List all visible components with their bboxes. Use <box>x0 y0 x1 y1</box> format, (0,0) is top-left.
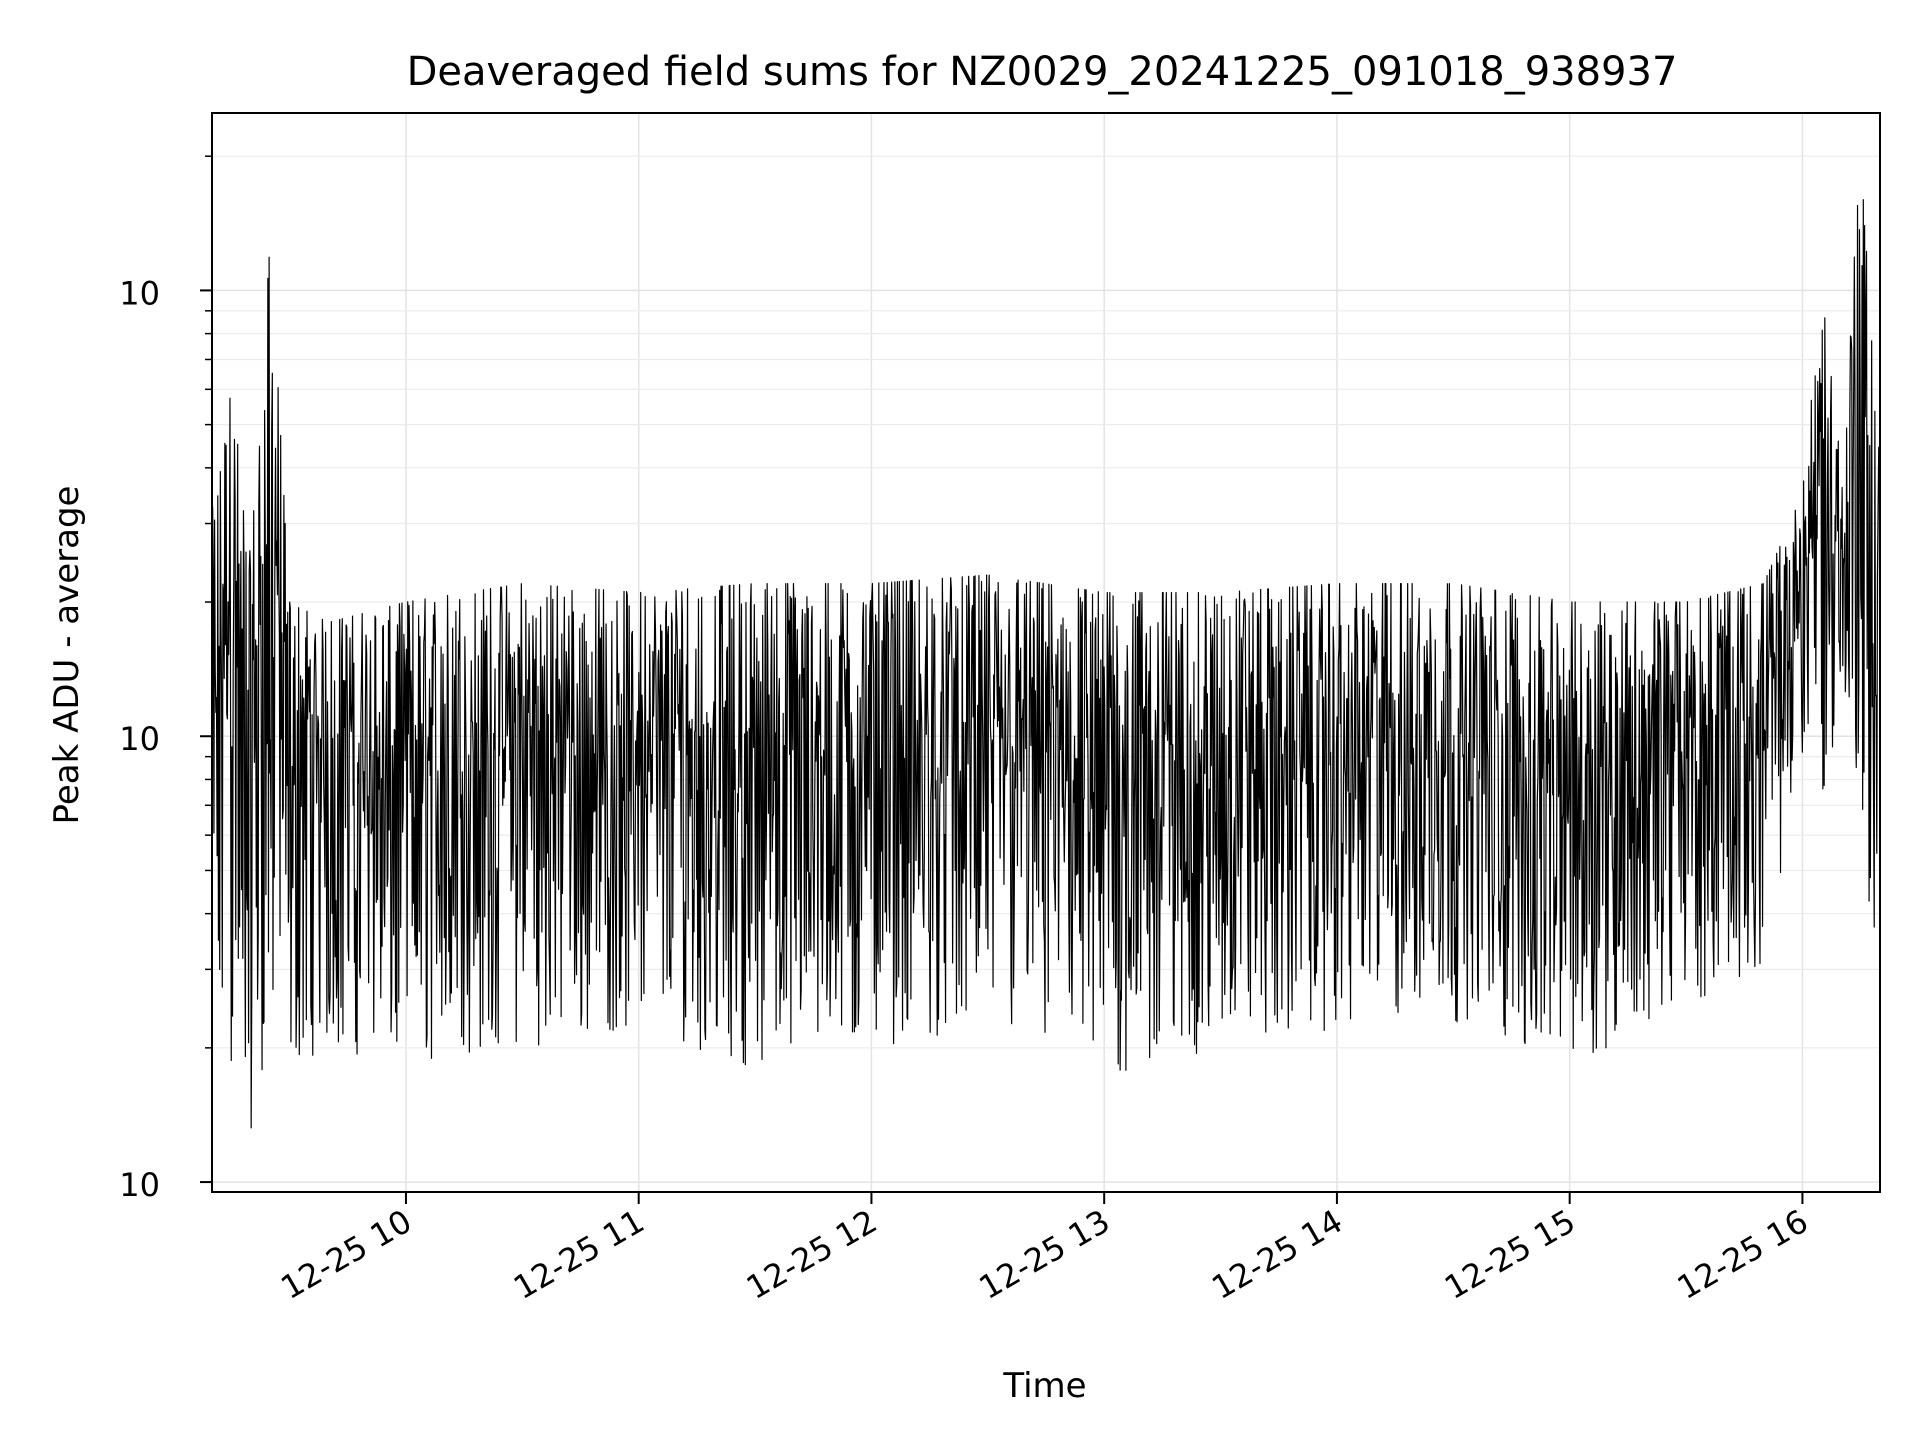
x-tick-label: 12-25 16 <box>1671 1202 1815 1307</box>
x-tick-label: 12-25 15 <box>1438 1202 1582 1307</box>
x-axis-label: Time <box>1002 1366 1086 1406</box>
series-path <box>211 199 1881 1129</box>
y-tick-label: 10 <box>119 274 160 312</box>
y-axis-label: Peak ADU - average <box>47 486 87 825</box>
y-tick-label: 10 <box>119 1166 160 1204</box>
y-axis: 105106107 <box>119 155 212 1204</box>
x-tick-label: 12-25 13 <box>973 1202 1117 1307</box>
x-tick-label: 12-25 11 <box>507 1202 651 1307</box>
x-tick-label: 12-25 12 <box>740 1202 884 1307</box>
x-tick-label: 12-25 14 <box>1205 1202 1349 1307</box>
y-tick-label: 10 <box>119 720 160 758</box>
plot-frame <box>211 112 1881 1193</box>
x-axis: 12-25 10 12-25 11 12-25 12 12-25 13 12-25 14… <box>274 1192 1814 1307</box>
x-tick-label: 12-25 10 <box>274 1202 418 1307</box>
chart-title: Deaveraged field sums for NZ0029_2024122… <box>407 49 1678 95</box>
series-line <box>211 199 1881 1129</box>
